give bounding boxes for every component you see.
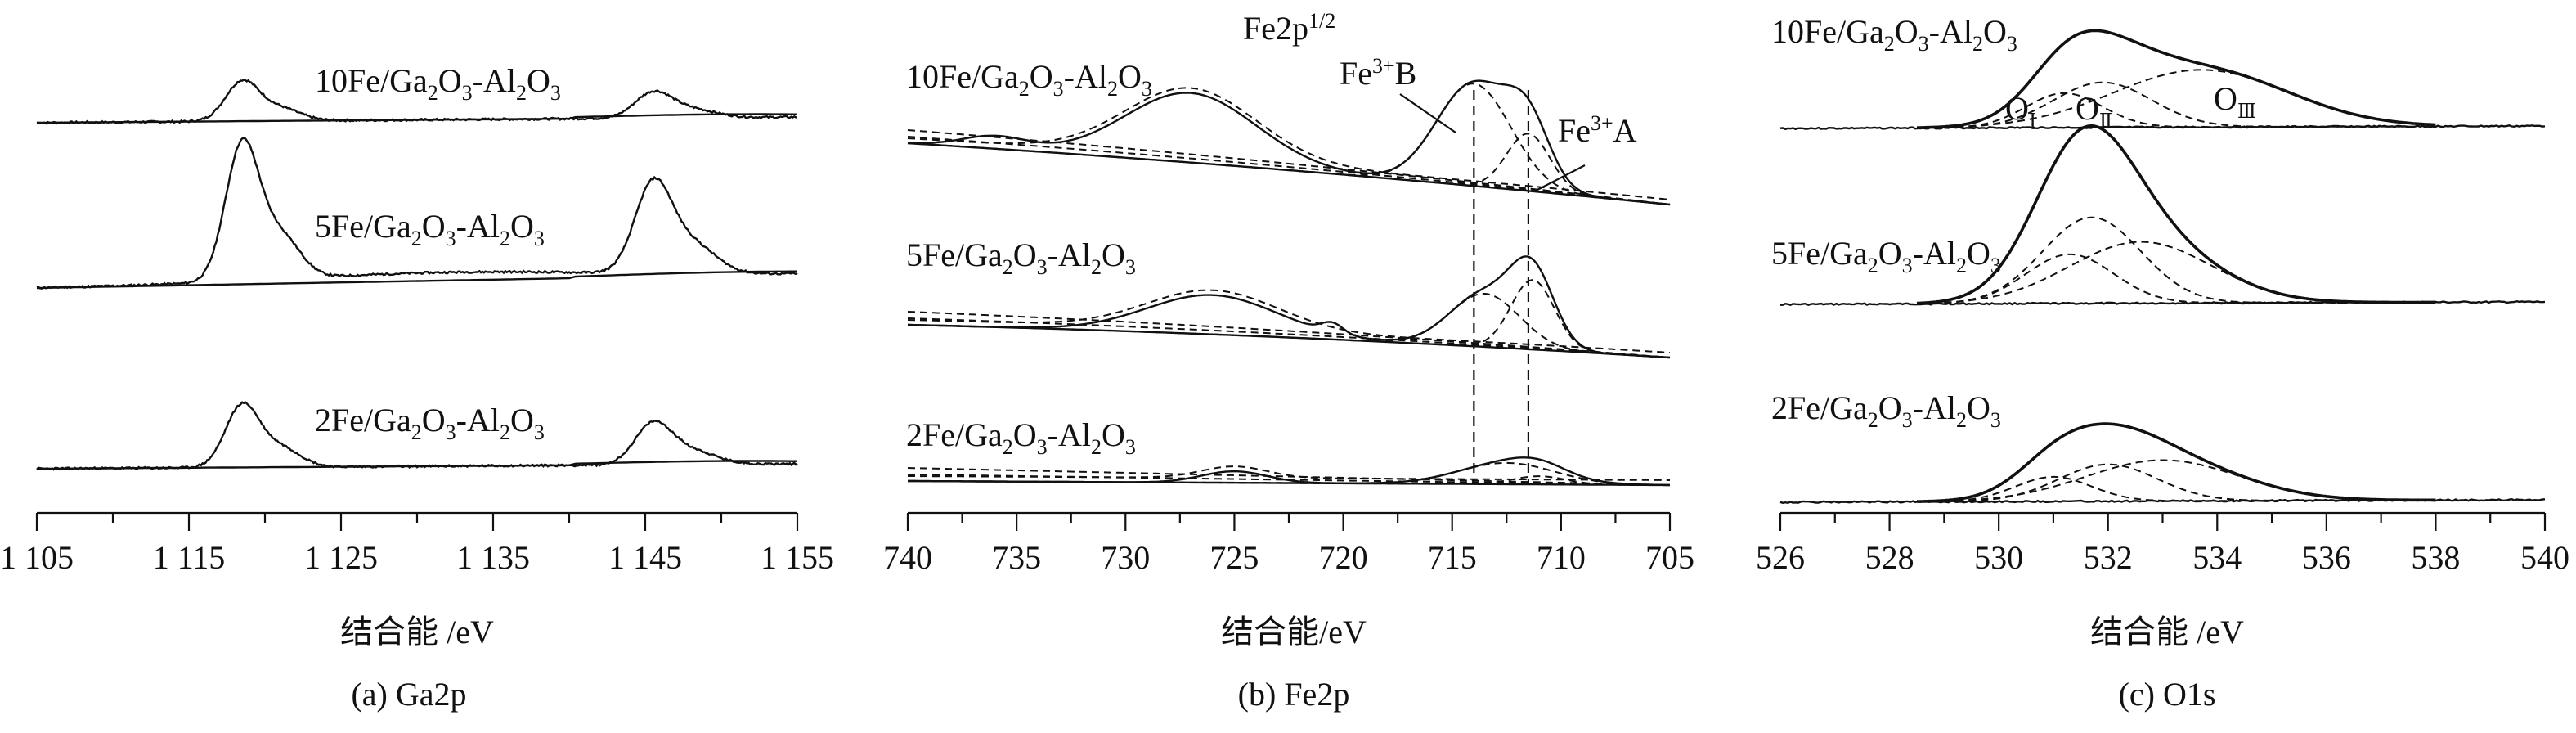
tick-label: 720 [1319, 539, 1368, 576]
panel-a-label-10fe: 10Fe/Ga2O3-Al2O3 [315, 62, 561, 105]
fit-component [907, 83, 1671, 205]
fit-background [907, 129, 1671, 205]
fit-component [1944, 459, 2409, 502]
tick-label: 1 135 [456, 539, 530, 576]
annotation-o2: OⅡ [2076, 90, 2112, 133]
panel-c-label-10fe: 10Fe/Ga2O3-Al2O3 [1771, 13, 2017, 56]
panel-c-xlabel: 结合能 /eV [2090, 614, 2244, 650]
tick-label: 735 [992, 539, 1041, 576]
panel-b-label-10fe: 10Fe/Ga2O3-Al2O3 [906, 58, 1152, 101]
fit-component [1944, 69, 2409, 128]
annotation-fe3b: Fe3+B [1340, 54, 1416, 92]
tick-label: 715 [1428, 539, 1477, 576]
fit-component [908, 465, 1670, 481]
panel-a-xlabel: 结合能 /eV [340, 614, 494, 650]
fit-component [1944, 241, 2408, 304]
annotation-fe2p-half: Fe2p1/2 [1243, 9, 1335, 47]
panel-c-label-5fe: 5Fe/Ga2O3-Al2O3 [1771, 235, 2001, 277]
tick-label: 526 [1756, 539, 1805, 576]
background-line [1779, 124, 2546, 131]
tick-label: 730 [1101, 539, 1150, 576]
fit-component [907, 279, 1671, 358]
tick-label: 705 [1645, 539, 1694, 576]
tick-label: 1 145 [608, 539, 682, 576]
envelope-line [907, 255, 1671, 359]
background-line [907, 142, 1671, 206]
panel-a-label-2fe: 2Fe/Ga2O3-Al2O3 [315, 402, 545, 444]
tick-label: 740 [883, 539, 932, 576]
tick-label: 710 [1537, 539, 1586, 576]
envelope-line [1917, 422, 2436, 503]
envelope-line [1916, 124, 2436, 305]
spectrum-line [36, 400, 798, 471]
panel-c-ticks: 526 528 530 532 534 536 538 540 [1756, 513, 2569, 576]
fit-component [907, 87, 1671, 200]
fit-background [907, 311, 1671, 358]
fit-component [1944, 216, 2408, 304]
panel-b-reference-lines [1473, 90, 1530, 485]
panel-b-label-5fe: 5Fe/Ga2O3-Al2O3 [906, 236, 1136, 279]
envelope-line [1917, 29, 2436, 129]
panel-c: 10Fe/Ga2O3-Al2O3 5Fe/Ga2O3-Al2O3 2Fe/Ga2… [1756, 13, 2569, 713]
panel-b-label-2fe: 2Fe/Ga2O3-Al2O3 [906, 416, 1136, 459]
annotation-fe3a-leader [1537, 164, 1586, 191]
panel-b-curves [907, 79, 1671, 487]
fit-background [907, 467, 1671, 486]
envelope-line [908, 79, 1671, 206]
panel-b-caption: (b) Fe2p [1238, 676, 1350, 713]
envelope-line [908, 456, 1670, 487]
tick-label: 538 [2411, 539, 2460, 576]
panel-c-label-2fe: 2Fe/Ga2O3-Al2O3 [1771, 389, 2001, 432]
panel-c-caption: (c) O1s [2119, 676, 2216, 713]
tick-label: 725 [1209, 539, 1259, 576]
panel-b-xlabel: 结合能/eV [1221, 614, 1367, 650]
background-line [907, 323, 1671, 359]
tick-label: 530 [1974, 539, 2023, 576]
annotation-fe3b-leader [1399, 93, 1456, 133]
tick-label: 540 [2520, 539, 2569, 576]
tick-label: 1 115 [153, 539, 226, 576]
spectrum-line [36, 137, 798, 290]
fit-component [1944, 81, 2408, 129]
annotation-o3: OⅢ [2214, 80, 2256, 123]
annotation-fe3a: Fe3+A [1558, 111, 1637, 149]
panel-a: 10Fe/Ga2O3-Al2O3 5Fe/Ga2O3-Al2O3 2Fe/Ga2… [0, 62, 834, 713]
background-line [36, 270, 797, 290]
annotation-o1: OⅠ [2005, 90, 2036, 133]
panel-b-ticks: 740 735 730 725 720 715 710 705 [883, 513, 1694, 576]
tick-label: 1 125 [304, 539, 378, 576]
tick-label: 1 155 [761, 539, 834, 576]
tick-label: 1 105 [0, 539, 74, 576]
panel-b: 10Fe/Ga2O3-Al2O3 5Fe/Ga2O3-Al2O3 2Fe/Ga2… [883, 9, 1694, 713]
tick-label: 534 [2192, 539, 2242, 576]
tick-label: 532 [2084, 539, 2133, 576]
tick-label: 528 [1865, 539, 1914, 576]
fit-background [907, 136, 1671, 205]
fit-background [907, 317, 1671, 358]
tick-label: 536 [2302, 539, 2351, 576]
spectrum-line [36, 79, 798, 125]
panel-a-curves [36, 79, 798, 471]
panel-a-label-5fe: 5Fe/Ga2O3-Al2O3 [315, 208, 545, 250]
panel-c-curves [1779, 29, 2546, 505]
panel-a-caption: (a) Ga2p [351, 676, 466, 713]
panel-a-ticks: 1 105 1 115 1 125 1 135 1 145 1 155 [0, 513, 834, 576]
fit-component [1944, 463, 2408, 503]
